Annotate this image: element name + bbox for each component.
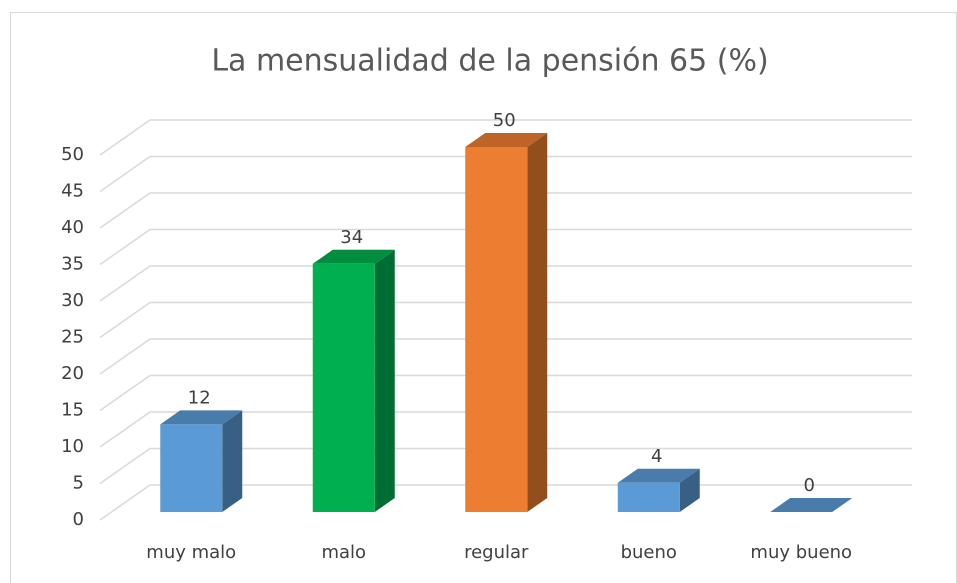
bar xyxy=(617,468,700,512)
bar-top xyxy=(312,249,395,264)
bar-front xyxy=(617,482,680,512)
x-tick-label: muy bueno xyxy=(750,542,852,563)
grid-line xyxy=(99,374,912,412)
grid-line xyxy=(99,447,912,485)
x-tick-label: malo xyxy=(321,542,366,563)
bar-top xyxy=(770,498,853,512)
grid-line xyxy=(99,338,912,375)
data-label: 50 xyxy=(493,110,516,131)
bar-top xyxy=(617,468,700,483)
y-tick-label: 5 xyxy=(73,473,84,494)
grid-line xyxy=(99,411,912,448)
x-tick-label: regular xyxy=(464,542,529,563)
bar xyxy=(465,133,548,512)
grid-line xyxy=(99,155,912,193)
y-tick-label: 50 xyxy=(61,144,84,165)
y-tick-label: 10 xyxy=(61,436,84,457)
bar-side xyxy=(374,249,395,513)
chart-title: La mensualidad de la pensión 65 (%) xyxy=(211,44,768,79)
grid-line xyxy=(99,301,912,339)
y-tick-label: 25 xyxy=(61,327,84,348)
data-label: 12 xyxy=(188,387,211,408)
bar-front xyxy=(312,263,375,512)
bar-side xyxy=(527,133,548,512)
y-tick-label: 40 xyxy=(61,217,84,238)
bar-top xyxy=(465,133,548,147)
x-tick-label: bueno xyxy=(621,542,677,563)
bar-top xyxy=(160,410,243,425)
x-tick-label: muy malo xyxy=(146,542,236,563)
grid-line xyxy=(99,265,912,302)
bar xyxy=(160,410,243,512)
y-tick-label: 35 xyxy=(61,254,84,275)
data-label: 34 xyxy=(340,227,363,248)
y-tick-label: 0 xyxy=(73,509,84,530)
bar-front xyxy=(160,424,223,512)
data-label: 0 xyxy=(804,475,815,496)
data-label: 4 xyxy=(651,446,662,467)
y-tick-label: 15 xyxy=(61,400,84,421)
y-tick-label: 45 xyxy=(61,181,84,202)
bar-side xyxy=(679,468,700,512)
grid-line xyxy=(99,119,912,156)
grid-line xyxy=(99,228,912,266)
y-tick-label: 20 xyxy=(61,363,84,384)
bar-side xyxy=(222,410,243,512)
y-tick-label: 30 xyxy=(61,290,84,311)
grid-line xyxy=(99,192,912,229)
bar-front xyxy=(465,147,528,512)
bar xyxy=(312,249,395,513)
bar xyxy=(770,498,853,512)
